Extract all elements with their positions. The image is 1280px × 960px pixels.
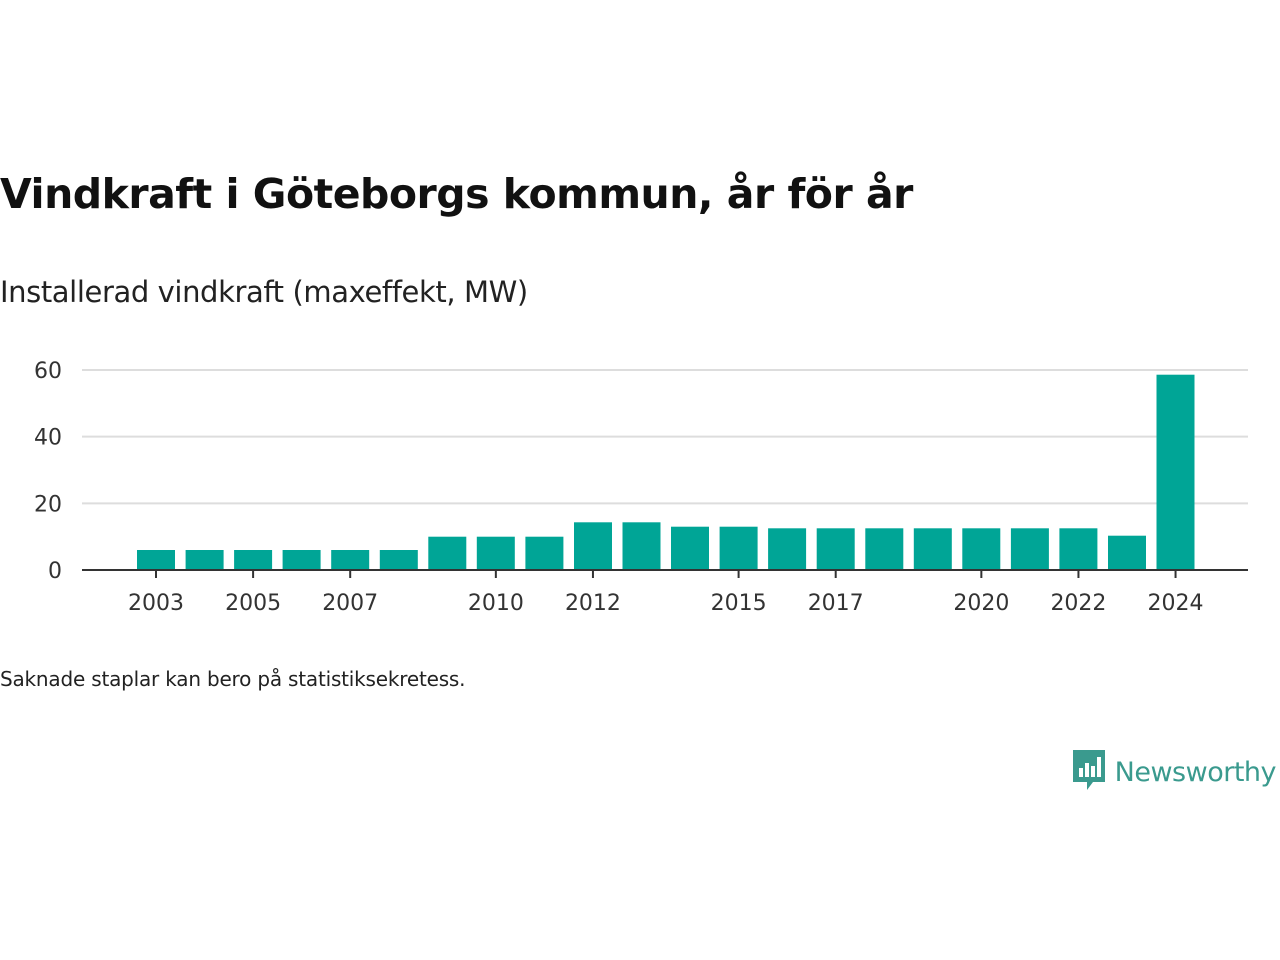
bar-2016 bbox=[768, 528, 807, 570]
bar-2004 bbox=[185, 550, 224, 570]
bar-2022 bbox=[1059, 528, 1098, 570]
newsworthy-logo-icon bbox=[1071, 748, 1107, 796]
x-tick-label: 2007 bbox=[322, 591, 378, 616]
y-tick-label: 60 bbox=[34, 359, 62, 384]
bar-2023 bbox=[1108, 535, 1146, 570]
x-tick-label: 2010 bbox=[468, 591, 524, 616]
y-tick-label: 20 bbox=[34, 492, 62, 517]
y-tick-label: 40 bbox=[34, 426, 62, 451]
footnote: Saknade staplar kan bero på statistiksek… bbox=[0, 667, 466, 691]
x-tick-label: 2022 bbox=[1050, 591, 1106, 616]
bar-chart: 0 20 40 60 2003 2005 2007 2010 2012 2015 2017 2020… bbox=[34, 359, 1248, 616]
bars bbox=[137, 374, 1195, 570]
y-tick-label: 0 bbox=[48, 559, 62, 584]
bar-2012 bbox=[574, 522, 612, 570]
bar-2009 bbox=[428, 536, 467, 570]
grid-lines: 0 20 40 60 bbox=[34, 359, 1248, 584]
x-tick-label: 2012 bbox=[565, 591, 621, 616]
bar-2005 bbox=[234, 550, 273, 570]
bar-2011 bbox=[525, 536, 564, 570]
x-tick-label: 2005 bbox=[225, 591, 281, 616]
bar-2018 bbox=[865, 528, 904, 570]
brand-logo[interactable]: Newsworthy bbox=[1071, 748, 1277, 796]
chart-title: Vindkraft i Göteborgs kommun, år för år bbox=[0, 170, 913, 218]
bar-2019 bbox=[913, 528, 952, 570]
bar-2015 bbox=[719, 526, 758, 570]
bar-2003 bbox=[137, 550, 175, 570]
x-tick-label: 2020 bbox=[953, 591, 1009, 616]
chart-subtitle: Installerad vindkraft (maxeffekt, MW) bbox=[0, 275, 528, 309]
x-tick-label: 2015 bbox=[711, 591, 767, 616]
bar-2017 bbox=[816, 528, 855, 570]
bar-2020 bbox=[962, 528, 1001, 570]
bar-2008 bbox=[379, 550, 418, 570]
x-tick-label: 2017 bbox=[808, 591, 864, 616]
bar-2007 bbox=[331, 550, 370, 570]
bar-2014 bbox=[671, 526, 709, 570]
x-tick-label: 2024 bbox=[1148, 591, 1204, 616]
bar-2024 bbox=[1156, 374, 1195, 570]
x-tick-label: 2003 bbox=[128, 591, 184, 616]
bar-2021 bbox=[1010, 528, 1049, 570]
bar-2013 bbox=[622, 522, 661, 570]
bar-2010 bbox=[476, 536, 515, 570]
x-axis: 2003 2005 2007 2010 2012 2015 2017 2020 2022 2024 bbox=[82, 569, 1248, 616]
bar-2006 bbox=[282, 550, 321, 570]
brand-name: Newsworthy bbox=[1114, 756, 1277, 788]
